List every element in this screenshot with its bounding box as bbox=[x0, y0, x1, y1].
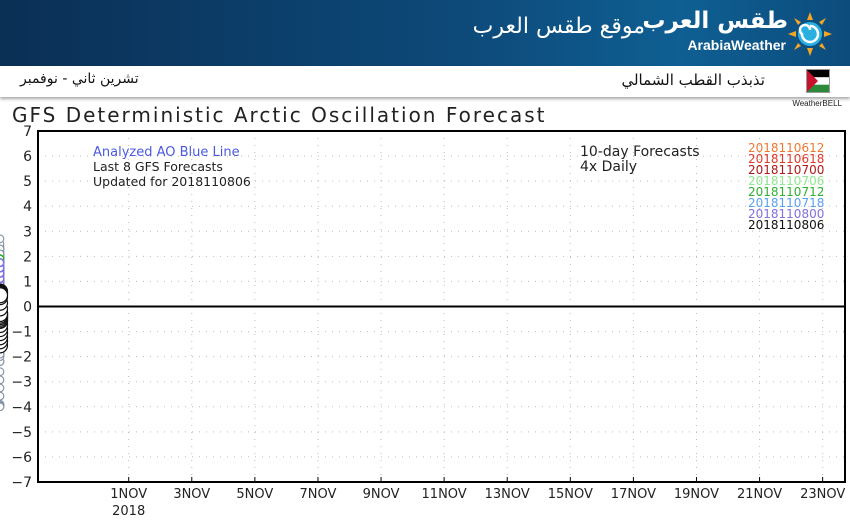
y-tick-label: 2 bbox=[23, 249, 32, 265]
y-tick-label: 6 bbox=[23, 149, 32, 165]
y-tick-label: 5 bbox=[23, 174, 32, 190]
x-tick-label: 3NOV bbox=[173, 487, 210, 502]
x-tick-label: 23NOV bbox=[800, 487, 845, 502]
y-tick-label: −3 bbox=[11, 375, 32, 391]
y-tick-label: −5 bbox=[11, 425, 32, 441]
y-tick-label: 1 bbox=[23, 274, 32, 290]
legend: 2018110612201811061820181107002018110706… bbox=[748, 141, 824, 232]
annotation-updated: Updated for 2018110806 bbox=[93, 174, 251, 189]
x-tick-label: 5NOV bbox=[236, 487, 273, 502]
x-tick-label: 11NOV bbox=[422, 487, 467, 502]
y-tick-label: 0 bbox=[23, 300, 32, 316]
legend-item: 2018110800 bbox=[748, 207, 824, 221]
annotation-4x: 4x Daily bbox=[580, 159, 637, 175]
y-tick-label: −6 bbox=[11, 450, 32, 466]
data-point bbox=[0, 367, 5, 377]
page-topic: تذبذب القطب الشمالي bbox=[621, 71, 765, 89]
axes: 7 6 5 4 3 2 1 0 −1 −2 −3 −4 −5 −6 −7 1NOV 3NOV 5NOV 7NOV 9N… bbox=[11, 124, 846, 519]
data-point bbox=[0, 234, 5, 244]
logo-arabic[interactable]: طقس العرب bbox=[642, 8, 788, 34]
sub-header: تشرين ثاني - نوفمبر تذبذب القطب الشمالي bbox=[0, 66, 850, 97]
x-tick-label: 1NOV bbox=[110, 487, 147, 502]
y-tick-label: −7 bbox=[11, 475, 32, 491]
legend-item: 2018110612 bbox=[748, 141, 824, 155]
x-year-label: 2018 bbox=[112, 504, 145, 519]
site-header: موقع طقس العرب طقس العرب ArabiaWeather bbox=[0, 0, 850, 66]
data-point bbox=[0, 375, 5, 385]
weatherbell-watermark: WeatherBELL bbox=[792, 99, 842, 108]
annotation-last8: Last 8 GFS Forecasts bbox=[93, 159, 223, 174]
y-tick-label: −4 bbox=[11, 400, 32, 416]
data-point bbox=[0, 258, 5, 268]
x-tick-label: 17NOV bbox=[611, 487, 656, 502]
x-tick-label: 9NOV bbox=[363, 487, 400, 502]
data-point bbox=[0, 383, 5, 393]
annotation-10day: 10-day Forecasts bbox=[580, 144, 700, 160]
data-point bbox=[0, 287, 9, 304]
x-tick-label: 15NOV bbox=[548, 487, 593, 502]
legend-item: 2018110700 bbox=[748, 163, 824, 177]
legend-item: 2018110618 bbox=[748, 152, 824, 166]
x-tick-label: 7NOV bbox=[299, 487, 336, 502]
jordan-flag-icon bbox=[806, 69, 830, 93]
sun-spiral-icon[interactable] bbox=[788, 12, 832, 56]
data-point bbox=[0, 391, 5, 401]
y-tick-label: 7 bbox=[23, 124, 32, 140]
chart-title: GFS Deterministic Arctic Oscillation For… bbox=[12, 103, 547, 127]
recent-forecasts bbox=[0, 254, 9, 354]
y-tick-label: 4 bbox=[23, 199, 32, 215]
y-tick-label: −2 bbox=[11, 350, 32, 366]
y-tick-label: −1 bbox=[11, 325, 32, 341]
legend-item: 2018110712 bbox=[748, 185, 824, 199]
legend-item: 2018110806 bbox=[748, 218, 824, 232]
x-tick-label: 21NOV bbox=[737, 487, 782, 502]
x-tick-label: 13NOV bbox=[485, 487, 530, 502]
logo-english[interactable]: ArabiaWeather bbox=[687, 37, 786, 53]
legend-item: 2018110706 bbox=[748, 174, 824, 188]
x-tick-label: 19NOV bbox=[674, 487, 719, 502]
y-tick-label: 3 bbox=[23, 224, 32, 240]
site-name[interactable]: موقع طقس العرب bbox=[472, 14, 645, 39]
legend-item: 2018110718 bbox=[748, 196, 824, 210]
annotation-analyzed: Analyzed AO Blue Line bbox=[93, 145, 240, 160]
forecast-series-2018110806 bbox=[0, 283, 9, 354]
month-label: تشرين ثاني - نوفمبر bbox=[20, 71, 139, 87]
data-point bbox=[0, 402, 5, 412]
